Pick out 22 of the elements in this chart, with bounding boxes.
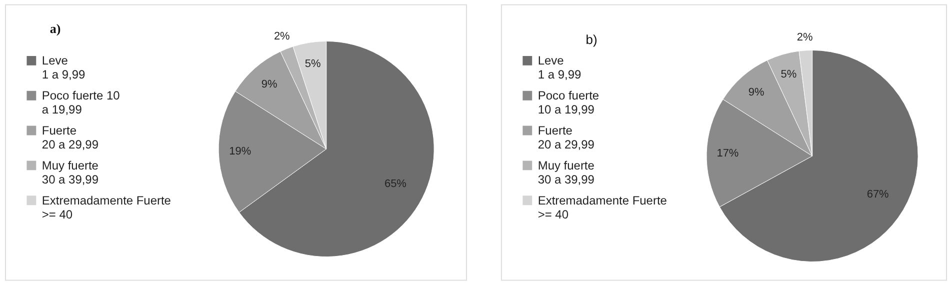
- data-label: 2%: [274, 30, 290, 43]
- data-label: 9%: [748, 86, 764, 98]
- data-label: 9%: [261, 78, 278, 90]
- legend-label: Muy fuerte 30 a 39,99: [42, 158, 99, 186]
- legend-label: Fuerte 20 a 29,99: [42, 124, 99, 152]
- data-label: 19%: [229, 146, 252, 158]
- data-label: 17%: [716, 147, 739, 160]
- legend-label: Fuerte 20 a 29,99: [538, 124, 595, 152]
- legend-label: Muy fuerte 30 a 39,99: [538, 158, 595, 186]
- chart-title: a): [50, 21, 61, 36]
- legend-label: Leve 1 a 9,99: [42, 54, 86, 82]
- legend-label: Poco fuerte 10 a 19,99: [538, 88, 600, 117]
- legend-label: Leve 1 a 9,99: [538, 54, 582, 82]
- legend-label: Extremadamente Fuerte >= 40: [538, 193, 668, 222]
- data-label: 65%: [384, 178, 407, 190]
- data-label: 67%: [866, 188, 890, 201]
- data-label: 5%: [780, 68, 797, 81]
- chart-title: b): [586, 32, 598, 48]
- legend-label: Extremadamente Fuerte >= 40: [42, 193, 172, 222]
- data-label: 2%: [796, 32, 814, 44]
- data-label: 5%: [304, 58, 321, 70]
- legend-label: Poco fuerte 10 a 19,99: [42, 88, 120, 117]
